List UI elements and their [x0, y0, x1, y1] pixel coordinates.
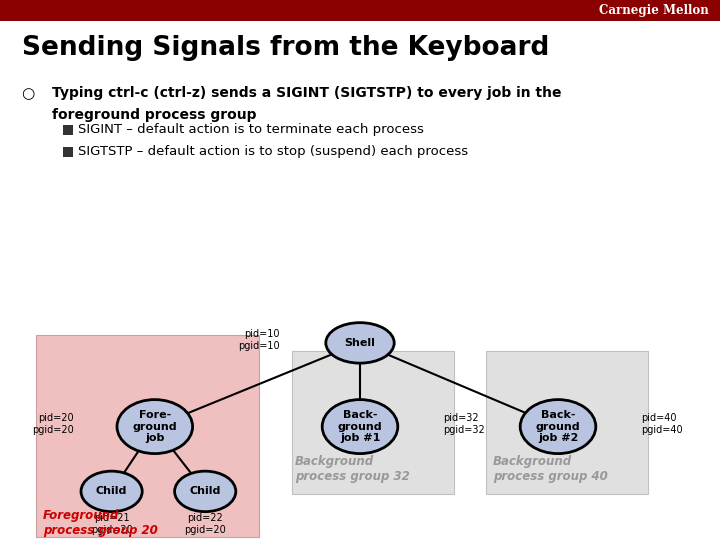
FancyBboxPatch shape	[63, 125, 73, 135]
Text: Carnegie Mellon: Carnegie Mellon	[600, 4, 709, 17]
Text: Shell: Shell	[345, 338, 375, 348]
Text: pid=40
pgid=40: pid=40 pgid=40	[641, 413, 683, 435]
Text: Typing ctrl-c (ctrl-z) sends a SIGINT (SIGTSTP) to every job in the: Typing ctrl-c (ctrl-z) sends a SIGINT (S…	[52, 86, 562, 100]
Text: pid=32
pgid=32: pid=32 pgid=32	[443, 413, 485, 435]
Text: Foreground
process group 20: Foreground process group 20	[43, 509, 158, 537]
Ellipse shape	[117, 400, 193, 454]
Ellipse shape	[81, 471, 142, 512]
Ellipse shape	[521, 400, 596, 454]
Text: Background
process group 32: Background process group 32	[295, 455, 410, 483]
FancyBboxPatch shape	[36, 335, 259, 537]
Text: ○: ○	[22, 86, 35, 102]
FancyBboxPatch shape	[486, 351, 648, 494]
FancyBboxPatch shape	[0, 0, 720, 21]
FancyBboxPatch shape	[63, 147, 73, 157]
Ellipse shape	[323, 400, 397, 454]
Text: Back-
ground
job #1: Back- ground job #1	[338, 410, 382, 443]
Text: SIGTSTP – default action is to stop (suspend) each process: SIGTSTP – default action is to stop (sus…	[78, 145, 468, 158]
Text: Child: Child	[96, 487, 127, 496]
Text: pid=20
pgid=20: pid=20 pgid=20	[32, 413, 73, 435]
Text: Sending Signals from the Keyboard: Sending Signals from the Keyboard	[22, 35, 549, 61]
Text: pid=21
pgid=20: pid=21 pgid=20	[91, 513, 132, 535]
Text: SIGINT – default action is to terminate each process: SIGINT – default action is to terminate …	[78, 123, 423, 136]
Ellipse shape	[325, 322, 395, 363]
Text: Background
process group 40: Background process group 40	[493, 455, 608, 483]
Ellipse shape	[174, 471, 236, 512]
Text: Fore-
ground
job: Fore- ground job	[132, 410, 177, 443]
Text: pid=10
pgid=10: pid=10 pgid=10	[238, 329, 279, 351]
Text: foreground process group: foreground process group	[52, 108, 256, 122]
Text: Child: Child	[189, 487, 221, 496]
Text: Back-
ground
job #2: Back- ground job #2	[536, 410, 580, 443]
FancyBboxPatch shape	[292, 351, 454, 494]
Text: pid=22
pgid=20: pid=22 pgid=20	[184, 513, 226, 535]
